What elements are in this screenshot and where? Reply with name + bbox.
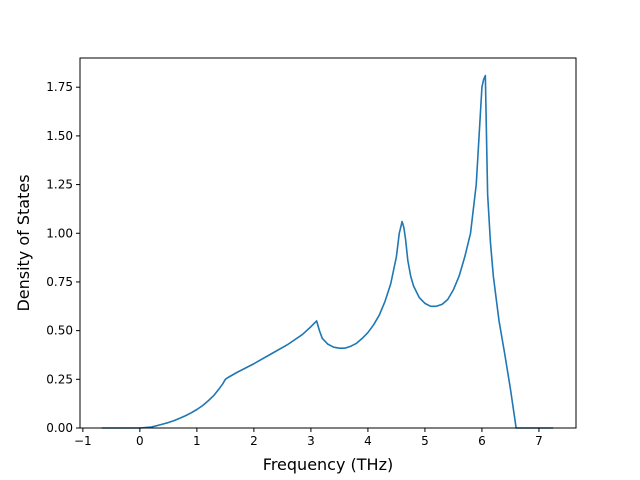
x-axis-ticks: −1 0 1 2 3 4 5 6 7 bbox=[74, 428, 543, 448]
y-axis-label: Density of States bbox=[14, 174, 33, 311]
y-tick-label: 1.00 bbox=[46, 226, 73, 240]
dos-series-line bbox=[101, 74, 554, 429]
x-tick-label: 7 bbox=[535, 434, 543, 448]
x-tick-label: 4 bbox=[364, 434, 372, 448]
y-tick-label: 1.25 bbox=[46, 178, 73, 192]
y-tick-label: 1.75 bbox=[46, 80, 73, 94]
x-axis-label: Frequency (THz) bbox=[263, 455, 393, 474]
x-tick-label: −1 bbox=[74, 434, 92, 448]
y-tick-label: 0.00 bbox=[46, 421, 73, 435]
axes-frame bbox=[79, 57, 577, 429]
x-tick-label: 6 bbox=[478, 434, 486, 448]
y-tick-label: 0.50 bbox=[46, 324, 73, 338]
x-tick-label: 1 bbox=[193, 434, 201, 448]
plot-area bbox=[101, 74, 554, 429]
x-tick-label: 2 bbox=[250, 434, 258, 448]
y-tick-label: 0.75 bbox=[46, 275, 73, 289]
x-tick-label: 0 bbox=[136, 434, 144, 448]
x-tick-label: 5 bbox=[421, 434, 429, 448]
x-tick-label: 3 bbox=[307, 434, 315, 448]
y-tick-label: 0.25 bbox=[46, 372, 73, 386]
y-tick-label: 1.50 bbox=[46, 129, 73, 143]
y-axis-ticks: 0.00 0.25 0.50 0.75 1.00 1.25 1.50 1.75 bbox=[46, 80, 80, 435]
